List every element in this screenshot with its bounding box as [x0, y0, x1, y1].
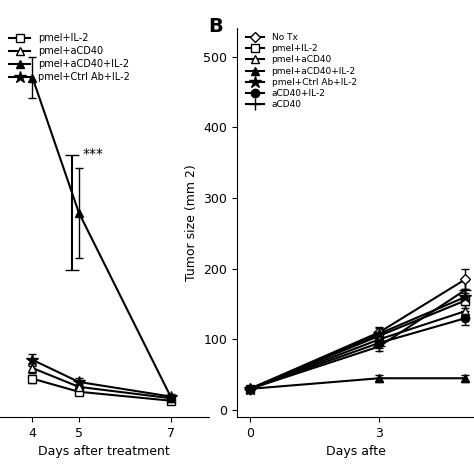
Legend: No Tx, pmel+IL-2, pmel+aCD40, pmel+aCD40+IL-2, pmel+Ctrl Ab+IL-2, aCD40+IL-2, aC: No Tx, pmel+IL-2, pmel+aCD40, pmel+aCD40…: [246, 33, 356, 109]
Text: ***: ***: [82, 147, 103, 161]
X-axis label: Days afte: Days afte: [326, 446, 385, 458]
Y-axis label: Tumor size (mm 2): Tumor size (mm 2): [185, 164, 198, 281]
Legend: pmel+IL-2, pmel+aCD40, pmel+aCD40+IL-2, pmel+Ctrl Ab+IL-2: pmel+IL-2, pmel+aCD40, pmel+aCD40+IL-2, …: [9, 33, 130, 82]
Text: B: B: [209, 17, 223, 36]
X-axis label: Days after treatment: Days after treatment: [38, 446, 170, 458]
